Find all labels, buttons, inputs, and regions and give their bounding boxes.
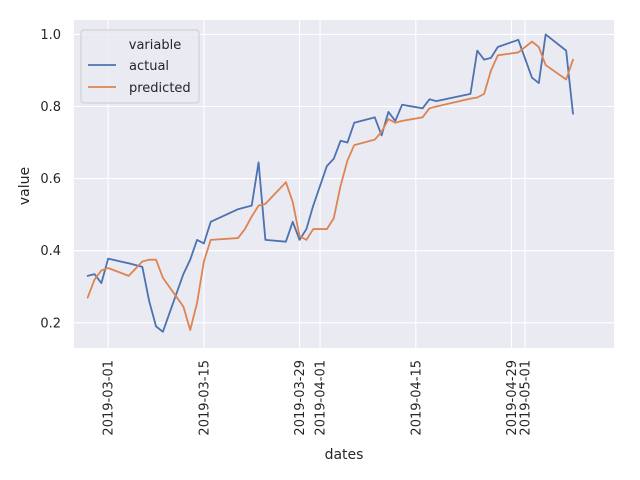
series-line-predicted [86,40,574,331]
legend: variable actual predicted [80,29,200,104]
y-tick-labels: 0.2 0.4 0.6 0.8 1.0 [40,28,61,331]
x-axis-label: dates [325,447,364,463]
x-tick-label: 2019-04-29 [505,360,520,436]
legend-box [80,29,200,104]
legend-title: variable [129,38,181,53]
y-axis-label: value [17,167,33,205]
x-tick-labels: 2019-03-01 2019-03-15 2019-03-29 2019-04-01… [102,360,534,436]
grid [74,20,614,348]
x-tick-label: 2019-04-01 [314,360,329,436]
legend-label-actual: actual [129,59,169,74]
y-tick-label: 0.2 [40,316,61,331]
y-tick-label: 0.8 [40,100,61,115]
x-tick-label: 2019-03-01 [102,360,117,436]
series-layer [86,33,574,333]
x-tick-label: 2019-05-01 [519,360,534,436]
x-tick-label: 2019-04-15 [409,360,424,436]
y-tick-label: 0.6 [40,172,61,187]
series-line-actual [86,33,574,333]
x-tick-label: 2019-03-29 [293,360,308,436]
legend-label-predicted: predicted [129,81,191,96]
y-tick-label: 0.4 [40,244,61,259]
y-tick-label: 1.0 [40,28,61,43]
x-tick-label: 2019-03-15 [197,360,212,436]
